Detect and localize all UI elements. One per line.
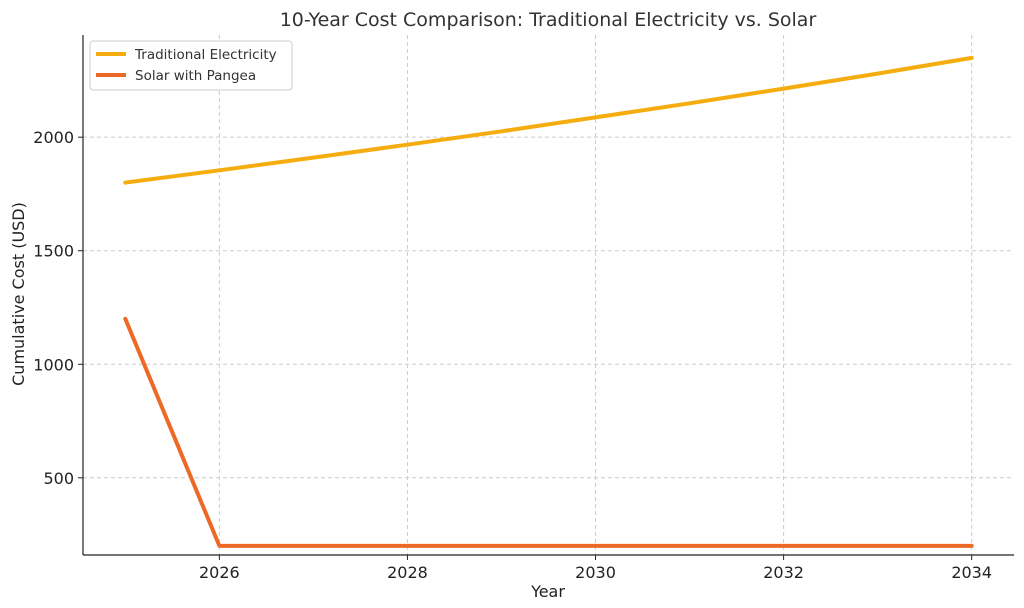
grid	[83, 35, 1014, 555]
y-tick-label: 500	[43, 469, 74, 488]
y-tick-label: 1500	[33, 242, 74, 261]
y-tick-label: 1000	[33, 355, 74, 374]
y-tick-label: 2000	[33, 128, 74, 147]
ticks: 2026 2028 2030 2032 2034 500 1000 1500 2000	[33, 128, 992, 582]
x-tick-label: 2026	[199, 563, 240, 582]
series-line-1	[123, 55, 974, 185]
x-tick-label: 2028	[387, 563, 428, 582]
legend: Traditional Electricity Solar with Pangea	[89, 40, 293, 91]
x-tick-label: 2030	[575, 563, 616, 582]
axes	[82, 35, 1014, 556]
legend-box	[89, 40, 293, 91]
legend-label: Traditional Electricity	[134, 47, 277, 63]
series-line-2	[123, 316, 974, 548]
plot-lines	[123, 55, 974, 548]
x-tick-label: 2034	[951, 563, 992, 582]
legend-label: Solar with Pangea	[135, 68, 256, 84]
chart-title: 10-Year Cost Comparison: Traditional Ele…	[280, 9, 817, 31]
x-tick-label: 2032	[763, 563, 804, 582]
x-axis-title: Year	[530, 582, 565, 601]
y-axis-title: Cumulative Cost (USD)	[9, 202, 28, 386]
